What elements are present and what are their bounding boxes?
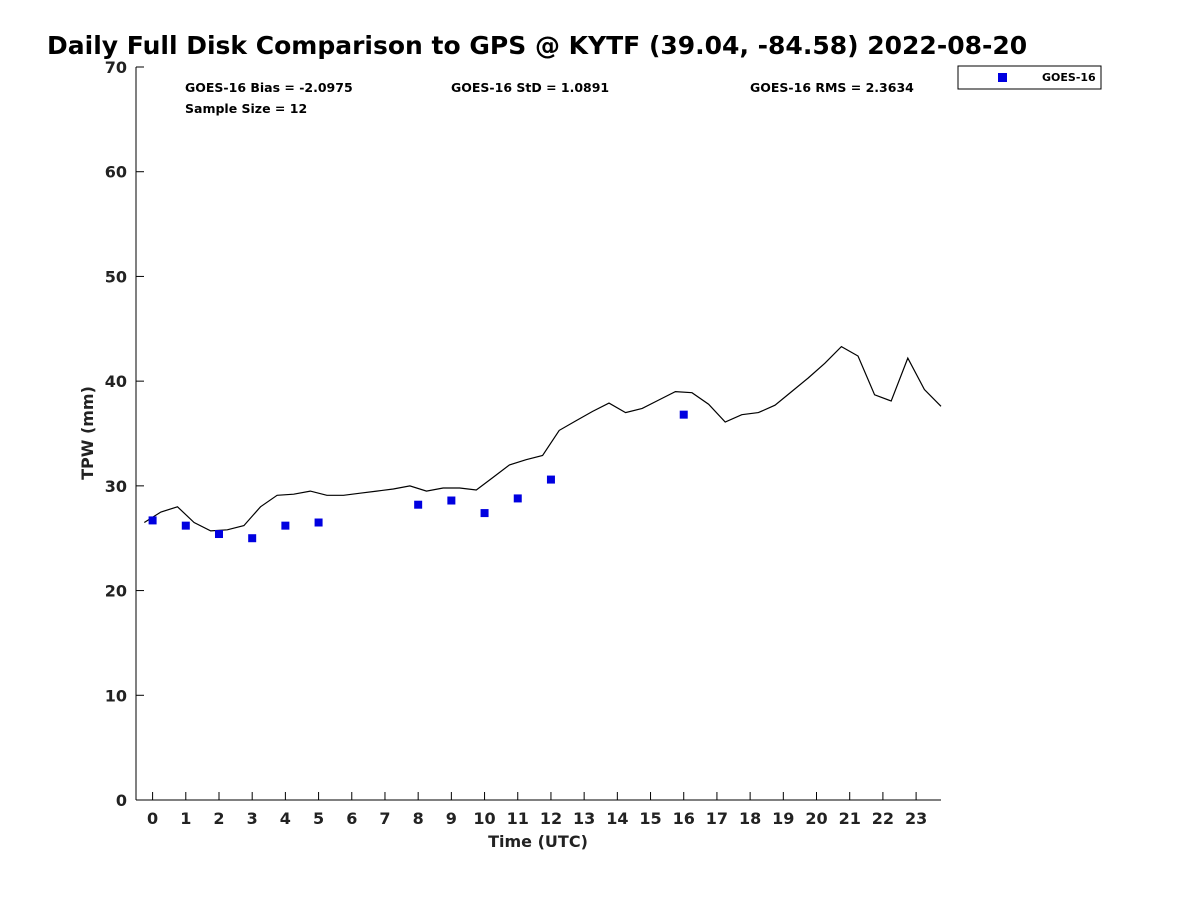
x-tick-label: 2	[213, 809, 224, 828]
x-tick-label: 23	[905, 809, 927, 828]
x-tick-label: 6	[346, 809, 357, 828]
goes16-point	[513, 494, 522, 503]
stat-bias: GOES-16 Bias = -2.0975	[185, 80, 353, 95]
x-tick-label: 17	[706, 809, 728, 828]
goes16-point	[480, 509, 489, 518]
x-tick-label: 11	[507, 809, 529, 828]
x-tick-label: 15	[639, 809, 661, 828]
y-tick-label: 50	[105, 267, 127, 286]
x-tick-label: 4	[280, 809, 291, 828]
chart-title: Daily Full Disk Comparison to GPS @ KYTF…	[47, 31, 1027, 60]
y-axis-label: TPW (mm)	[78, 386, 97, 480]
x-tick-label: 7	[379, 809, 390, 828]
goes16-point	[546, 475, 555, 484]
x-axis-label: Time (UTC)	[488, 832, 588, 851]
x-tick-label: 10	[473, 809, 495, 828]
stat-sample-size: Sample Size = 12	[185, 101, 307, 116]
y-tick-label: 10	[105, 686, 127, 705]
goes16-point	[679, 410, 688, 419]
x-tick-label: 14	[606, 809, 628, 828]
x-ticks: 0 1 2 3 4 5 6 7 8 9 10 11 12 13 14 15 16 17 18 19 20 21 22 23	[147, 792, 927, 828]
y-tick-label: 40	[105, 372, 127, 391]
x-tick-label: 19	[772, 809, 794, 828]
stat-std: GOES-16 StD = 1.0891	[451, 80, 609, 95]
legend: GOES-16	[957, 65, 1102, 90]
x-tick-label: 18	[739, 809, 761, 828]
y-tick-label: 20	[105, 582, 127, 601]
legend-marker-goes16	[998, 73, 1007, 82]
gps-line	[143, 345, 942, 532]
goes16-point	[447, 496, 456, 505]
stat-rms: GOES-16 RMS = 2.3634	[750, 80, 914, 95]
x-tick-label: 16	[673, 809, 695, 828]
legend-box	[957, 65, 1102, 90]
x-tick-label: 22	[872, 809, 894, 828]
x-tick-label: 3	[247, 809, 258, 828]
x-tick-label: 20	[805, 809, 827, 828]
y-tick-label: 0	[116, 791, 127, 810]
x-tick-label: 9	[446, 809, 457, 828]
x-tick-label: 8	[413, 809, 424, 828]
y-tick-label: 30	[105, 477, 127, 496]
goes16-point	[214, 530, 223, 539]
y-tick-label: 60	[105, 163, 127, 182]
goes16-point	[248, 534, 257, 543]
x-tick-label: 21	[839, 809, 861, 828]
legend-label-goes16: GOES-16	[1042, 71, 1096, 84]
goes16-point	[314, 518, 323, 527]
x-tick-label: 5	[313, 809, 324, 828]
x-tick-label: 0	[147, 809, 158, 828]
x-tick-label: 13	[573, 809, 595, 828]
series-layer	[143, 345, 942, 543]
goes16-point	[281, 521, 290, 530]
y-tick-label: 70	[105, 58, 127, 77]
goes16-point	[148, 516, 157, 525]
x-tick-label: 1	[180, 809, 191, 828]
goes16-point	[414, 500, 423, 509]
y-ticks: 0 10 20 30 40 50 60 70	[105, 58, 144, 810]
goes16-point	[181, 521, 190, 530]
x-tick-label: 12	[540, 809, 562, 828]
